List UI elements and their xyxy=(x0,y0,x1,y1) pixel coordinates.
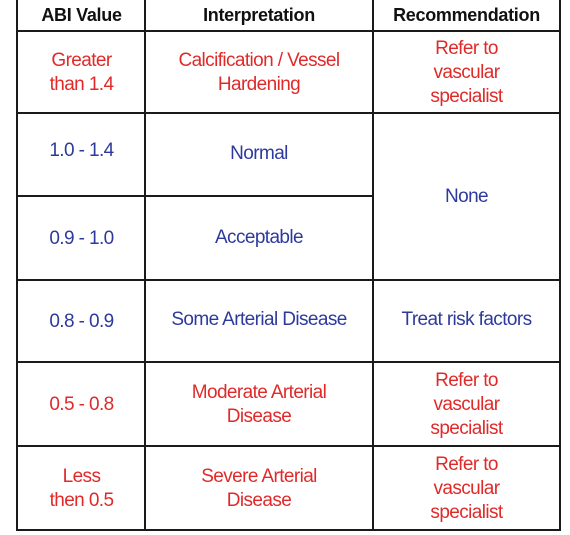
abi-cell-4: 0.5 - 0.8 xyxy=(49,394,114,415)
interpretation-cell-3: Some Arterial Disease xyxy=(171,309,347,330)
interpretation-cell-4: Moderate Arterial Disease xyxy=(191,382,327,427)
grid-line xyxy=(16,279,561,281)
header-interpretation: Interpretation xyxy=(203,5,315,25)
recommendation-cell-1: None xyxy=(444,185,489,207)
header-abi-value: ABI Value xyxy=(41,5,122,25)
recommendation-cell-3: Treat risk factors xyxy=(401,309,533,330)
grid-line xyxy=(16,195,374,197)
grid-line xyxy=(16,529,561,531)
grid-line xyxy=(372,0,374,531)
grid-line xyxy=(16,112,561,114)
interpretation-cell-1: Normal xyxy=(230,143,288,164)
abi-cell-0: Greater than 1.4 xyxy=(49,50,114,95)
grid-line xyxy=(16,361,561,363)
grid-line xyxy=(16,30,561,32)
interpretation-cell-0: Calcification / Vessel Hardening xyxy=(178,50,340,95)
interpretation-cell-5: Severe Arterial Disease xyxy=(201,466,317,511)
recommendation-cell-4: Refer to vascular specialist xyxy=(430,370,503,439)
grid-line xyxy=(144,0,146,531)
grid-line xyxy=(16,445,561,447)
abi-cell-1: 1.0 - 1.4 xyxy=(49,140,114,161)
recommendation-cell-0: Refer to vascular specialist xyxy=(430,38,503,107)
abi-cell-2: 0.9 - 1.0 xyxy=(49,228,114,249)
grid-line xyxy=(559,0,561,531)
abi-cell-3: 0.8 - 0.9 xyxy=(49,311,114,332)
recommendation-cell-5: Refer to vascular specialist xyxy=(430,454,503,523)
header-recommendation: Recommendation xyxy=(393,5,540,25)
interpretation-cell-2: Acceptable xyxy=(214,227,304,248)
grid-line xyxy=(16,0,18,531)
abi-cell-5: Less then 0.5 xyxy=(49,466,114,511)
